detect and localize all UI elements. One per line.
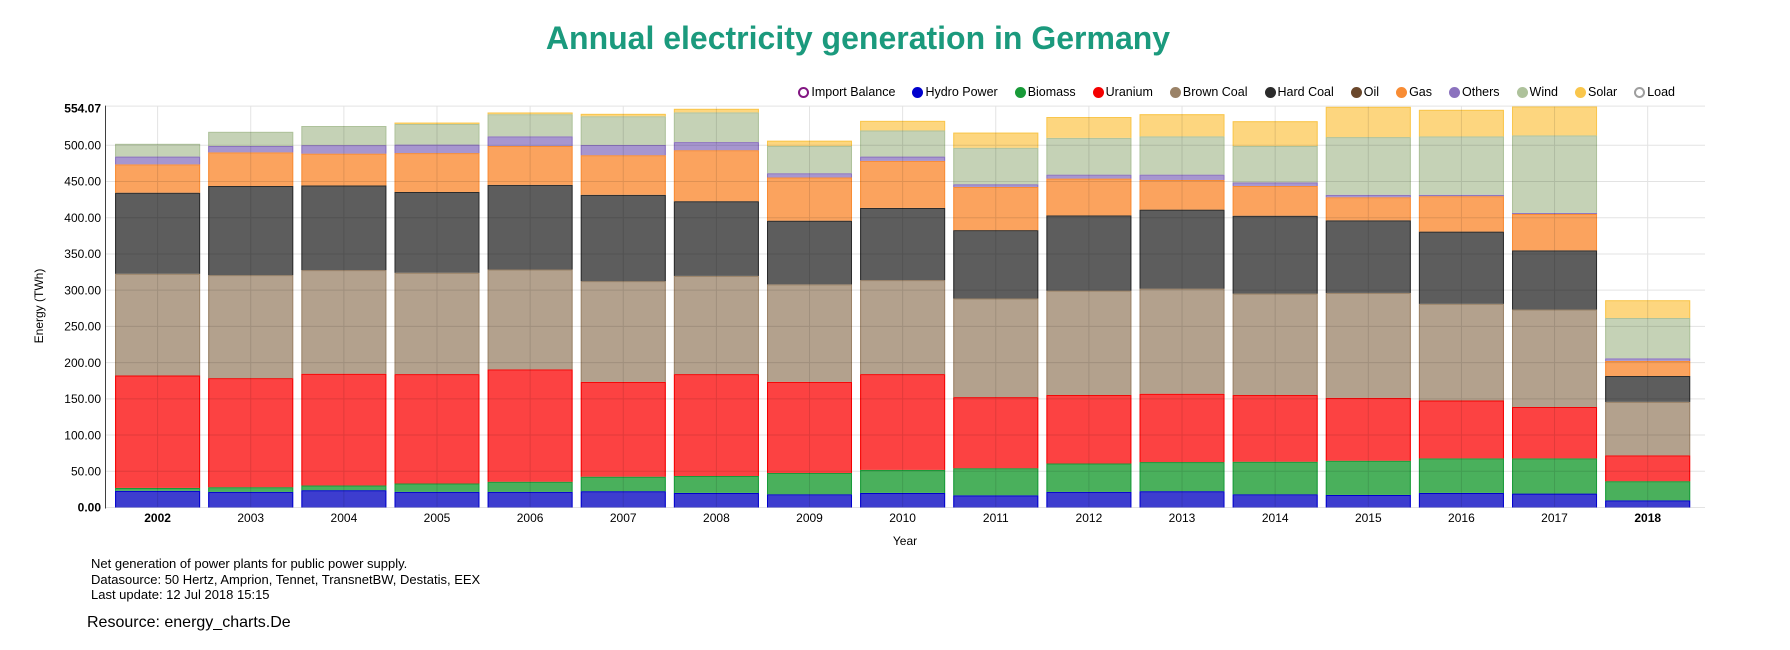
svg-text:Year: Year <box>893 534 917 548</box>
svg-text:2015: 2015 <box>1355 511 1382 525</box>
svg-text:2002: 2002 <box>144 511 171 525</box>
svg-text:2003: 2003 <box>237 511 264 525</box>
svg-text:400.00: 400.00 <box>64 211 101 225</box>
svg-text:0.00: 0.00 <box>78 501 102 515</box>
svg-text:554.07: 554.07 <box>64 101 101 115</box>
svg-text:300.00: 300.00 <box>64 283 101 297</box>
svg-text:450.00: 450.00 <box>64 175 101 189</box>
svg-text:100.00: 100.00 <box>64 428 101 442</box>
svg-text:2005: 2005 <box>424 511 451 525</box>
svg-text:2017: 2017 <box>1541 511 1568 525</box>
svg-text:2006: 2006 <box>517 511 544 525</box>
svg-text:2012: 2012 <box>1076 511 1103 525</box>
svg-text:2014: 2014 <box>1262 511 1289 525</box>
svg-text:2007: 2007 <box>610 511 637 525</box>
svg-text:2018: 2018 <box>1634 511 1661 525</box>
svg-text:350.00: 350.00 <box>64 247 101 261</box>
svg-text:2009: 2009 <box>796 511 823 525</box>
svg-text:2011: 2011 <box>983 511 1009 525</box>
svg-text:Energy (TWh): Energy (TWh) <box>32 269 46 344</box>
svg-text:500.00: 500.00 <box>64 138 101 152</box>
svg-text:200.00: 200.00 <box>64 356 101 370</box>
svg-text:2013: 2013 <box>1169 511 1196 525</box>
svg-text:2008: 2008 <box>703 511 730 525</box>
svg-text:2010: 2010 <box>889 511 916 525</box>
svg-text:2016: 2016 <box>1448 511 1475 525</box>
svg-text:150.00: 150.00 <box>64 392 101 406</box>
svg-text:250.00: 250.00 <box>64 320 101 334</box>
svg-text:50.00: 50.00 <box>71 464 101 478</box>
svg-text:2004: 2004 <box>331 511 358 525</box>
